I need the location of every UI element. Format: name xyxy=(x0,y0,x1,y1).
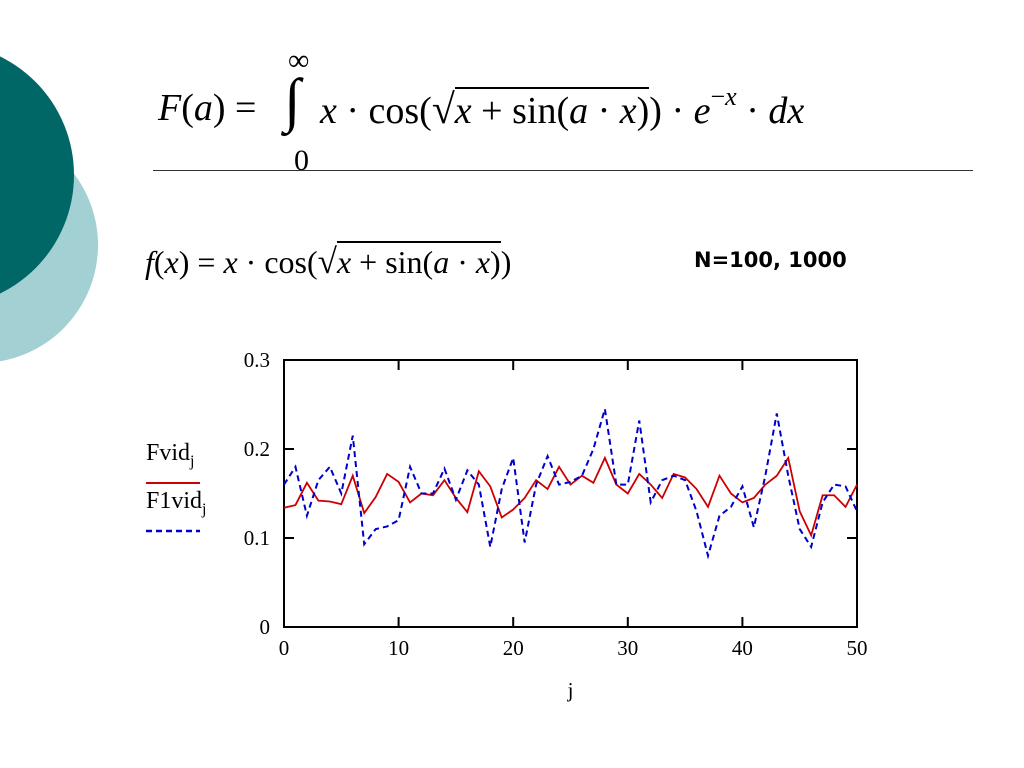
integral-formula: F(a) = ∞ ∫ 0 x · cos(√x + sin(a · x)) · … xyxy=(158,44,898,177)
y-tick-label: 0.2 xyxy=(244,437,270,461)
y-tick-label: 0 xyxy=(260,615,271,639)
decorative-circles xyxy=(0,56,98,362)
chart-series xyxy=(283,408,858,560)
x-tick-label: 30 xyxy=(617,636,638,660)
integral-sign: ∫ xyxy=(284,67,301,133)
legend-entry-f1vid: F1vidj xyxy=(146,488,226,536)
legend-label-fvid: Fvid xyxy=(146,440,191,466)
integrand: x · cos(√x + sin(a · x)) · e−x · dx xyxy=(320,82,805,133)
decorative-circle-dark xyxy=(0,56,74,294)
y-tick-label: 0.1 xyxy=(244,526,270,550)
sample-size-note: N=100, 1000 xyxy=(694,248,847,272)
divider-line xyxy=(153,170,973,171)
line-chart: 0 10 20 30 40 50 0 0.1 0.2 0.3 j xyxy=(244,348,868,702)
x-tick-label: 0 xyxy=(279,636,290,660)
chart-axes xyxy=(283,359,858,628)
x-tick-label: 10 xyxy=(388,636,409,660)
legend-sample-solid xyxy=(146,482,200,484)
y-tick-label: 0.3 xyxy=(244,348,270,372)
series-line-f1vid xyxy=(283,408,858,560)
legend-subscript-f1vid: j xyxy=(202,500,207,518)
integral-upper-limit: ∞ xyxy=(288,44,310,77)
legend-subscript-fvid: j xyxy=(190,452,195,470)
plot-frame xyxy=(283,359,858,628)
legend-sample-dashed xyxy=(146,529,200,533)
series-line-fvid xyxy=(283,455,858,538)
legend-entry-fvid: Fvidj xyxy=(146,440,226,488)
chart-legend: Fvidj F1vidj xyxy=(146,440,226,536)
formula-lhs: F(a) = xyxy=(158,87,257,129)
x-axis-label: j xyxy=(567,678,574,702)
x-tick-label: 20 xyxy=(503,636,524,660)
x-tick-label: 50 xyxy=(847,636,868,660)
integral-lower-limit: 0 xyxy=(294,144,309,177)
legend-label-f1vid: F1vid xyxy=(146,488,203,514)
x-tick-label: 40 xyxy=(732,636,753,660)
function-formula: f(x) = x · cos(√x + sin(a · x)) xyxy=(145,241,512,281)
chart-labels: 0 10 20 30 40 50 0 0.1 0.2 0.3 j xyxy=(244,348,868,702)
